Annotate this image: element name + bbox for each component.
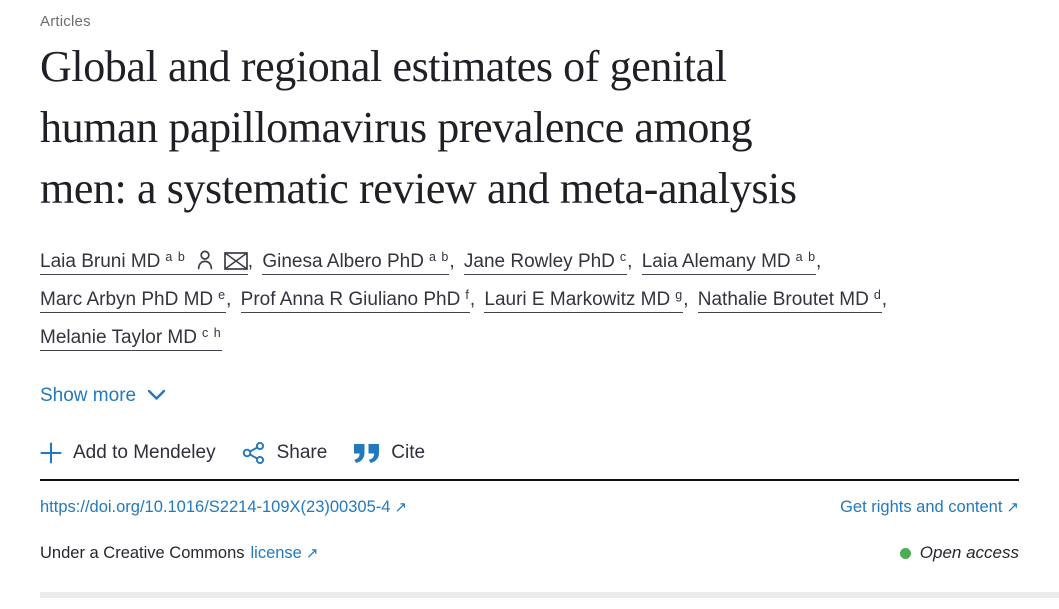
author-link-melanie-taylor[interactable]: Melanie Taylor MD c h bbox=[40, 327, 222, 351]
author-link-ginesa-albero[interactable]: Ginesa Albero PhD a b bbox=[262, 250, 450, 275]
author-line: Laia Bruni MD a b, Ginesa Albero PhD a b, … bbox=[40, 243, 1019, 281]
plus-icon bbox=[40, 442, 62, 464]
author-link-marc-arbyn[interactable]: Marc Arbyn PhD MD e bbox=[40, 288, 227, 313]
author-separator: , bbox=[683, 289, 689, 310]
affiliation-superscript: c h bbox=[201, 326, 222, 340]
person-icon bbox=[195, 249, 215, 270]
author-list: Laia Bruni MD a b, Ginesa Albero PhD a b, … bbox=[40, 243, 1019, 357]
show-more-label: Show more bbox=[40, 385, 137, 406]
author-line: Melanie Taylor MD c h bbox=[40, 319, 1019, 357]
share-button[interactable]: Share bbox=[242, 441, 328, 465]
author-separator: , bbox=[627, 251, 633, 272]
add-to-mendeley-label: Add to Mendeley bbox=[73, 442, 216, 463]
author-separator: , bbox=[226, 289, 232, 310]
author-separator: , bbox=[247, 251, 254, 272]
quote-icon bbox=[353, 443, 380, 463]
author-separator: , bbox=[469, 289, 476, 310]
doi-row: https://doi.org/10.1016/S2214-109X(23)00… bbox=[40, 481, 1019, 517]
affiliation-superscript: c bbox=[619, 250, 628, 264]
author-link-jane-rowley[interactable]: Jane Rowley PhD c bbox=[463, 250, 628, 275]
article-title-line: human papillomavirus prevalence among bbox=[40, 103, 753, 152]
add-to-mendeley-button[interactable]: Add to Mendeley bbox=[40, 442, 216, 464]
bottom-divider-bar bbox=[40, 592, 1059, 598]
affiliation-superscript: g bbox=[675, 288, 684, 302]
chevron-down-icon bbox=[147, 385, 166, 407]
license-row: Under a Creative Commons license ↗ Open a… bbox=[40, 543, 1019, 563]
affiliation-superscript: d bbox=[873, 288, 882, 302]
cite-label: Cite bbox=[391, 442, 426, 463]
open-access-dot-icon bbox=[899, 547, 911, 559]
author-separator: , bbox=[816, 251, 822, 272]
author-link-nathalie-broutet[interactable]: Nathalie Broutet MD d bbox=[697, 288, 882, 313]
section-divider bbox=[40, 479, 1019, 481]
article-title: Global and regional estimates of genital… bbox=[40, 36, 1019, 219]
action-bar: Add to Mendeley Share Cite bbox=[40, 441, 1019, 465]
external-link-icon: ↗ bbox=[1006, 498, 1019, 516]
author-line: Marc Arbyn PhD MD e, Prof Anna R Giuliano… bbox=[40, 281, 1019, 319]
author-separator: , bbox=[881, 289, 888, 310]
affiliation-superscript: a b bbox=[428, 250, 450, 264]
external-link-icon: ↗ bbox=[394, 498, 408, 516]
journal-section-label: Articles bbox=[40, 13, 91, 30]
affiliation-superscript: a b bbox=[165, 250, 186, 264]
open-access-label: Open access bbox=[919, 543, 1019, 562]
doi-link[interactable]: https://doi.org/10.1016/S2214-109X(23)00… bbox=[40, 498, 408, 516]
cite-button[interactable]: Cite bbox=[353, 442, 425, 464]
affiliation-superscript: e bbox=[218, 288, 227, 302]
show-more-button[interactable]: Show more bbox=[40, 385, 166, 407]
license-link[interactable]: license ↗ bbox=[250, 543, 319, 562]
external-link-icon: ↗ bbox=[305, 543, 319, 562]
author-link-anna-giuliano[interactable]: Prof Anna R Giuliano PhD f bbox=[240, 288, 470, 313]
open-access-badge[interactable]: Open access bbox=[899, 543, 1019, 563]
article-title-line: men: a systematic review and meta-analys… bbox=[40, 164, 797, 213]
author-link-laia-bruni[interactable]: Laia Bruni MD a b bbox=[40, 249, 248, 275]
article-title-line: Global and regional estimates of genital bbox=[40, 42, 727, 91]
author-link-laia-alemany[interactable]: Laia Alemany MD a b bbox=[641, 250, 817, 275]
affiliation-superscript: a b bbox=[795, 250, 817, 264]
email-icon[interactable] bbox=[223, 252, 248, 270]
share-label: Share bbox=[276, 442, 328, 463]
share-icon bbox=[242, 441, 266, 465]
get-rights-link[interactable]: Get rights and content ↗ bbox=[840, 498, 1019, 516]
affiliation-superscript: f bbox=[465, 288, 470, 302]
author-link-lauri-markowitz[interactable]: Lauri E Markowitz MD g bbox=[484, 288, 684, 313]
author-separator: , bbox=[449, 251, 455, 272]
license-prefix-text: Under a Creative Commons bbox=[40, 543, 245, 562]
